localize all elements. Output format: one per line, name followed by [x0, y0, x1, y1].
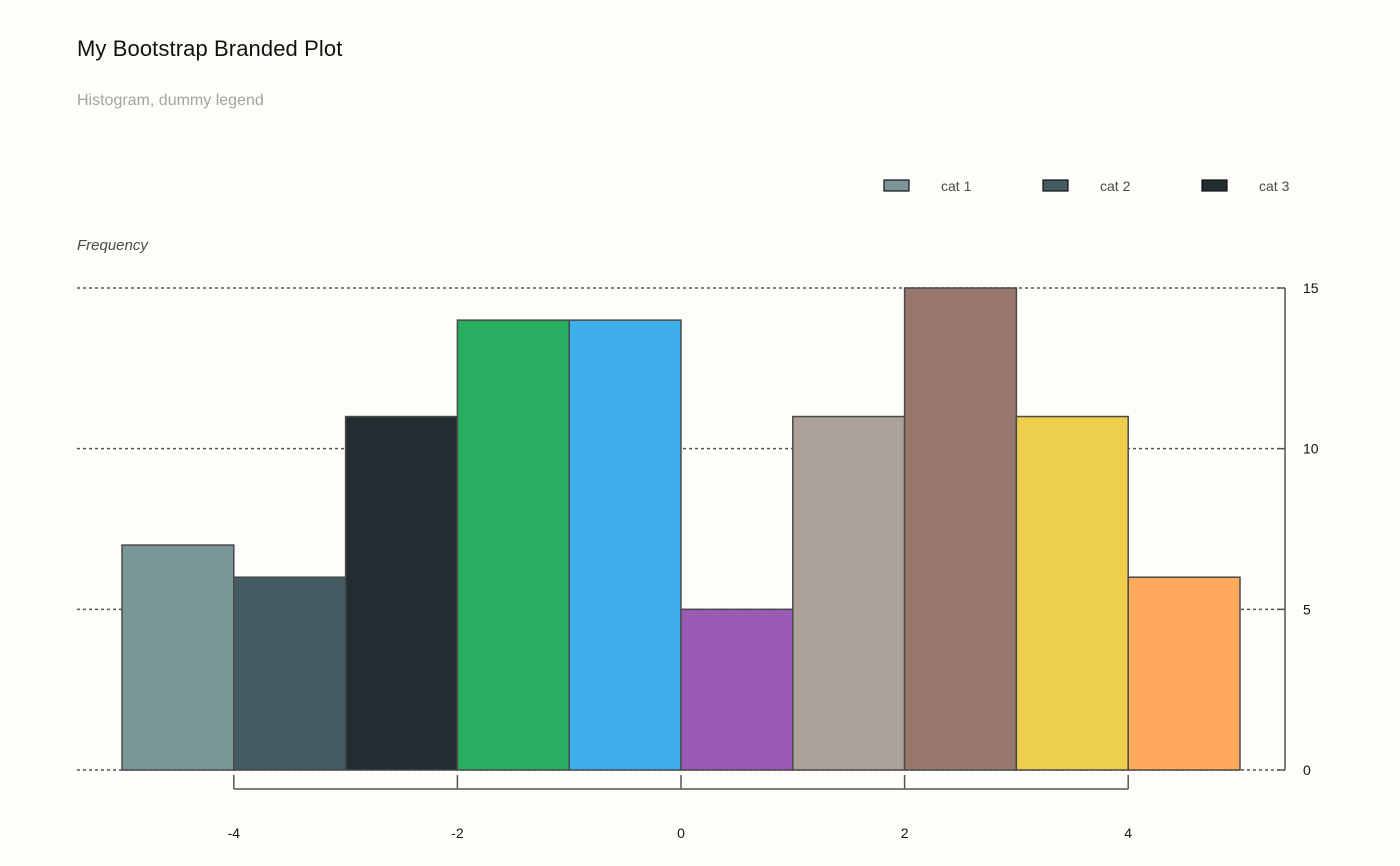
- x-tick-label: -2: [451, 825, 464, 841]
- histogram-bar: [344, 415, 459, 771]
- histogram-bar: [568, 319, 682, 771]
- x-tick-label: 2: [901, 825, 909, 841]
- y-tick-label: 10: [1303, 441, 1319, 457]
- x-tick-label: 4: [1124, 825, 1132, 841]
- legend-swatch: [883, 179, 910, 192]
- legend-swatch: [1042, 179, 1069, 192]
- histogram-bar: [233, 576, 347, 771]
- chart-title: My Bootstrap Branded Plot: [77, 36, 343, 61]
- histogram-bar: [903, 287, 1018, 771]
- histogram-bar: [1015, 415, 1129, 771]
- x-tick-label: 0: [677, 825, 685, 841]
- y-axis-title: Frequency: [77, 237, 148, 254]
- y-tick-label: 15: [1303, 280, 1319, 296]
- legend-label: cat 1: [941, 178, 972, 194]
- histogram-bar: [1127, 576, 1241, 771]
- chart-subtitle: Histogram, dummy legend: [77, 92, 264, 109]
- histogram-bar: [680, 608, 794, 771]
- x-tick-label: -4: [228, 825, 241, 841]
- histogram-bar: [456, 319, 570, 771]
- legend-swatch: [1201, 179, 1228, 192]
- y-tick-label: 0: [1303, 762, 1311, 778]
- y-tick-label: 5: [1303, 601, 1311, 617]
- legend-label: cat 2: [1100, 178, 1131, 194]
- legend-label: cat 3: [1259, 178, 1290, 194]
- histogram-bar: [792, 415, 906, 771]
- histogram-bar: [121, 544, 235, 771]
